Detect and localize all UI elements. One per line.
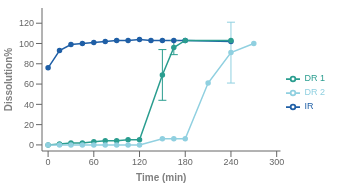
html-text:DR 1: DR 1 <box>304 72 325 83</box>
svg-text:100: 100 <box>19 39 34 49</box>
svg-text:Dissolution%: Dissolution% <box>8 48 14 111</box>
svg-text:120: 120 <box>19 18 34 28</box>
svg-text:180: 180 <box>178 157 193 167</box>
svg-text:300: 300 <box>269 157 284 167</box>
svg-text:40: 40 <box>24 100 34 110</box>
svg-text:Time (min): Time (min) <box>136 172 186 183</box>
svg-text:240: 240 <box>223 157 238 167</box>
svg-text:0: 0 <box>29 140 34 150</box>
svg-text:120: 120 <box>132 157 147 167</box>
svg-text:20: 20 <box>24 120 34 130</box>
html-text:DR 2: DR 2 <box>304 86 325 97</box>
svg-text:60: 60 <box>24 79 34 89</box>
svg-text:80: 80 <box>24 59 34 69</box>
html-text:IR: IR <box>304 100 314 111</box>
svg-text:60: 60 <box>89 157 99 167</box>
svg-text:0: 0 <box>46 157 51 167</box>
